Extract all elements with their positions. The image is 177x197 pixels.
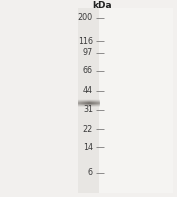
Text: 97: 97 (83, 48, 93, 57)
Text: 31: 31 (83, 105, 93, 114)
Text: 14: 14 (83, 143, 93, 152)
Text: 66: 66 (83, 66, 93, 75)
Bar (78, 8, 99, 193)
Text: kDa: kDa (92, 1, 112, 10)
Text: 200: 200 (78, 13, 93, 22)
Text: 44: 44 (83, 86, 93, 95)
Text: 116: 116 (78, 37, 93, 46)
Text: 22: 22 (83, 125, 93, 134)
Text: 6: 6 (88, 168, 93, 177)
Bar (99, 8, 173, 193)
